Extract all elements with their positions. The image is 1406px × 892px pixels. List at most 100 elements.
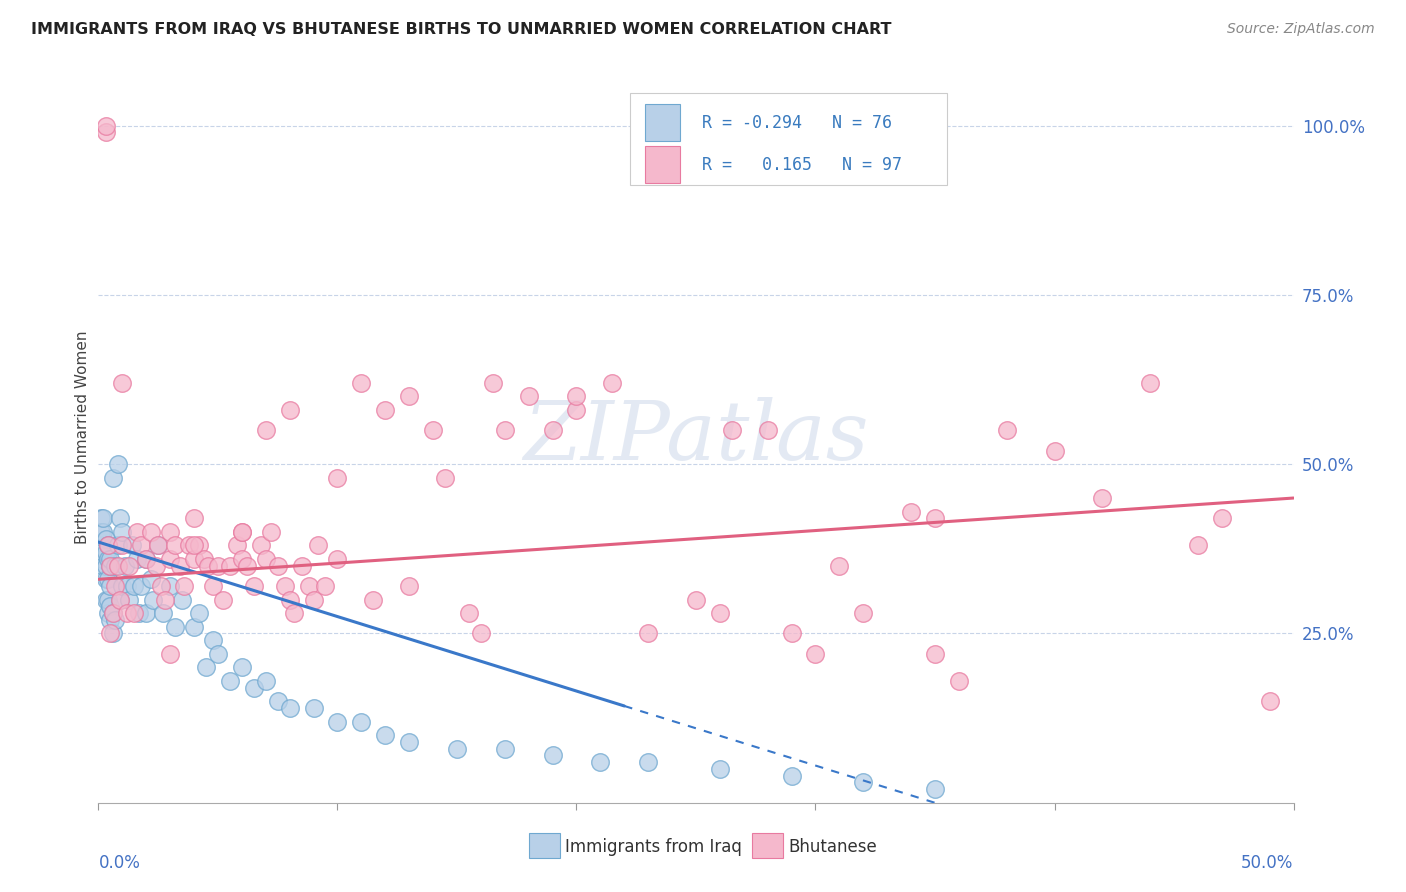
- Point: [1091, 491, 1114, 505]
- Point: [91, 558, 114, 573]
- Point: [1187, 538, 1209, 552]
- Point: [481, 376, 505, 390]
- Point: [541, 748, 564, 763]
- Point: [187, 606, 209, 620]
- Point: [446, 741, 468, 756]
- Point: [780, 626, 803, 640]
- Point: [131, 579, 153, 593]
- Point: [125, 552, 148, 566]
- Point: [101, 471, 124, 485]
- Text: IMMIGRANTS FROM IRAQ VS BHUTANESE BIRTHS TO UNMARRIED WOMEN CORRELATION CHART: IMMIGRANTS FROM IRAQ VS BHUTANESE BIRTHS…: [31, 22, 891, 37]
- Point: [148, 538, 170, 552]
- Point: [235, 558, 257, 573]
- Point: [278, 403, 301, 417]
- Point: [307, 538, 329, 552]
- Point: [179, 538, 201, 552]
- Point: [254, 673, 277, 688]
- Point: [470, 626, 492, 640]
- Point: [183, 511, 205, 525]
- Point: [274, 579, 297, 593]
- Point: [458, 606, 481, 620]
- Text: Immigrants from Iraq: Immigrants from Iraq: [565, 838, 742, 855]
- Point: [231, 524, 253, 539]
- Point: [111, 376, 134, 390]
- Point: [128, 606, 150, 620]
- Point: [298, 579, 321, 593]
- Point: [828, 558, 851, 573]
- Point: [900, 505, 922, 519]
- Point: [145, 558, 167, 573]
- Point: [207, 558, 229, 573]
- Point: [494, 741, 516, 756]
- Point: [326, 471, 349, 485]
- Point: [995, 423, 1018, 437]
- Point: [149, 579, 172, 593]
- Point: [94, 572, 117, 586]
- Point: [197, 558, 219, 573]
- Point: [104, 579, 127, 593]
- Point: [398, 735, 420, 749]
- Point: [517, 389, 540, 403]
- Point: [98, 552, 122, 566]
- Point: [267, 694, 290, 708]
- Point: [541, 423, 564, 437]
- Point: [637, 755, 659, 769]
- Point: [1211, 511, 1233, 525]
- Point: [183, 552, 205, 566]
- Point: [135, 606, 157, 620]
- Point: [589, 755, 612, 769]
- Text: 0.0%: 0.0%: [98, 854, 141, 872]
- Point: [97, 538, 120, 552]
- Point: [108, 592, 131, 607]
- Point: [152, 606, 174, 620]
- Point: [125, 524, 148, 539]
- Point: [94, 592, 117, 607]
- Point: [363, 592, 385, 607]
- Point: [254, 552, 277, 566]
- Point: [254, 423, 277, 437]
- Point: [159, 579, 181, 593]
- Point: [211, 592, 233, 607]
- Point: [231, 660, 253, 674]
- Point: [163, 620, 186, 634]
- Point: [97, 606, 120, 620]
- Point: [302, 701, 325, 715]
- Point: [139, 572, 162, 586]
- Point: [124, 579, 146, 593]
- Point: [94, 119, 117, 133]
- Point: [135, 552, 157, 566]
- Point: [98, 558, 122, 573]
- Point: [278, 592, 301, 607]
- Point: [804, 647, 827, 661]
- Point: [104, 558, 127, 573]
- Point: [219, 673, 242, 688]
- Point: [155, 592, 177, 607]
- Bar: [644, 146, 681, 183]
- Point: [948, 673, 970, 688]
- Point: [183, 620, 205, 634]
- Point: [90, 524, 112, 539]
- Point: [98, 558, 122, 573]
- Point: [94, 558, 117, 573]
- Point: [121, 538, 143, 552]
- Point: [131, 538, 153, 552]
- Point: [91, 511, 114, 525]
- Point: [142, 592, 165, 607]
- Point: [111, 579, 134, 593]
- Bar: [644, 104, 681, 141]
- Point: [315, 579, 337, 593]
- Point: [172, 592, 194, 607]
- Point: [231, 552, 253, 566]
- Point: [101, 606, 124, 620]
- Text: ZIPatlas: ZIPatlas: [523, 397, 869, 477]
- Point: [259, 524, 281, 539]
- Point: [101, 626, 124, 640]
- Point: [169, 558, 191, 573]
- Point: [107, 538, 129, 552]
- Point: [98, 599, 122, 614]
- Point: [243, 579, 266, 593]
- Point: [104, 613, 127, 627]
- Point: [98, 626, 122, 640]
- Point: [398, 389, 420, 403]
- Point: [97, 552, 120, 566]
